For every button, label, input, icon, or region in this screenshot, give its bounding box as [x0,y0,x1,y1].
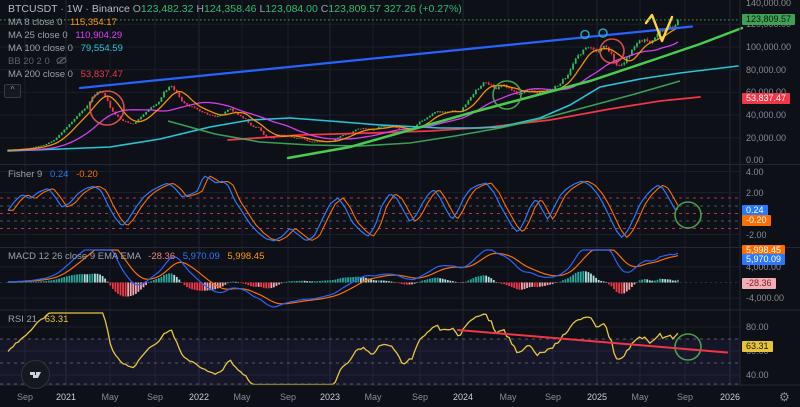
blue-trendline[interactable] [78,25,694,90]
time-tick-label: May [101,392,119,402]
price-tick-label: 40.00 [746,370,769,380]
green-circle-rsi-breakout[interactable] [674,333,702,361]
time-tick-label: 2026 [719,392,741,402]
time-tick-label: Sep [16,392,34,402]
price-tick-label: 40,000.00 [746,110,787,121]
cyan-dot-trendline-touch-1[interactable] [580,29,590,40]
axis-value-chip: 5,970.09 [742,254,786,265]
axis-value-chip: 53,837.47 [742,93,791,105]
time-tick-label: 2023 [319,392,341,402]
time-tick-label: May [499,392,517,402]
axis-value-chip: -0.20 [742,215,771,226]
time-tick-label: 2021 [55,392,77,402]
price-tick-label: 60,000.00 [746,87,787,98]
time-tick-label: May [233,392,251,402]
axis-value-chip: 123,809.57 [742,13,796,25]
price-tick-label: 4.00 [746,166,764,177]
time-tick-label: 2024 [452,392,474,402]
axis-value-chip: -28.36 [742,278,776,289]
price-tick-label: -2.00 [746,229,767,240]
red-circle-2021-top[interactable] [89,90,125,126]
legend-collapse-button[interactable]: ^ [4,84,21,98]
price-tick-label: 140,000.00 [746,0,792,8]
cyan-dot-trendline-touch-2[interactable] [598,28,608,38]
time-tick-label: 2025 [586,392,608,402]
axis-value-chip: 0.24 [742,205,768,216]
price-tick-label: 4,000.00 [746,261,782,272]
price-tick-label: 80.00 [746,322,769,332]
axis-value-chip: 63.31 [742,341,773,352]
time-tick-label: Sep [279,392,297,402]
time-tick-label: Sep [411,392,429,402]
price-tick-label: 2.00 [746,187,764,198]
time-tick-label: 2022 [188,392,210,402]
price-tick-label: 100,000.00 [746,42,792,52]
price-tick-label: 80,000.00 [746,64,787,75]
price-tick-label: -4,000.00 [746,293,785,304]
rsi-downtrend-line[interactable] [457,329,728,354]
time-axis-settings-gear-icon[interactable]: ⚙ [779,390,790,404]
green-circle-fisher[interactable] [674,201,702,229]
green-circle-2024-base[interactable] [492,80,522,110]
time-tick-label: Sep [146,392,164,402]
red-circle-2025-pullback[interactable] [599,38,625,64]
time-tick-label: May [631,392,649,402]
time-tick-label: Sep [676,392,694,402]
time-tick-label: May [364,392,382,402]
axis-value-chip: 5,998.45 [742,245,786,256]
price-tick-label: 0.00 [746,154,764,165]
time-tick-label: Sep [544,392,562,402]
price-tick-label: 20,000.00 [746,132,787,143]
tradingview-logo[interactable] [21,360,50,389]
yellow-v-drawing[interactable] [644,13,674,43]
